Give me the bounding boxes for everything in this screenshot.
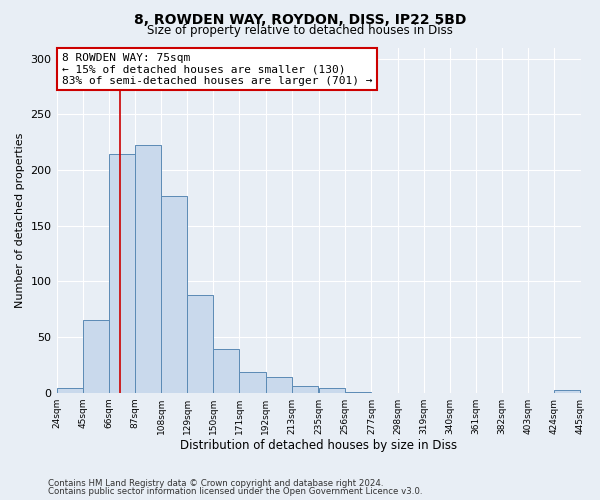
Y-axis label: Number of detached properties: Number of detached properties bbox=[15, 132, 25, 308]
Text: Contains HM Land Registry data © Crown copyright and database right 2024.: Contains HM Land Registry data © Crown c… bbox=[48, 478, 383, 488]
X-axis label: Distribution of detached houses by size in Diss: Distribution of detached houses by size … bbox=[180, 440, 457, 452]
Bar bbox=[109, 154, 135, 392]
Bar bbox=[319, 388, 345, 392]
Bar bbox=[292, 386, 318, 392]
Bar bbox=[56, 388, 83, 392]
Text: 8, ROWDEN WAY, ROYDON, DISS, IP22 5BD: 8, ROWDEN WAY, ROYDON, DISS, IP22 5BD bbox=[134, 12, 466, 26]
Text: 8 ROWDEN WAY: 75sqm
← 15% of detached houses are smaller (130)
83% of semi-detac: 8 ROWDEN WAY: 75sqm ← 15% of detached ho… bbox=[62, 52, 372, 86]
Bar bbox=[83, 320, 109, 392]
Bar bbox=[554, 390, 580, 392]
Bar bbox=[239, 372, 266, 392]
Text: Size of property relative to detached houses in Diss: Size of property relative to detached ho… bbox=[147, 24, 453, 37]
Bar bbox=[214, 350, 239, 393]
Bar bbox=[161, 196, 187, 392]
Text: Contains public sector information licensed under the Open Government Licence v3: Contains public sector information licen… bbox=[48, 487, 422, 496]
Bar bbox=[187, 294, 214, 392]
Bar bbox=[135, 146, 161, 392]
Bar bbox=[266, 377, 292, 392]
